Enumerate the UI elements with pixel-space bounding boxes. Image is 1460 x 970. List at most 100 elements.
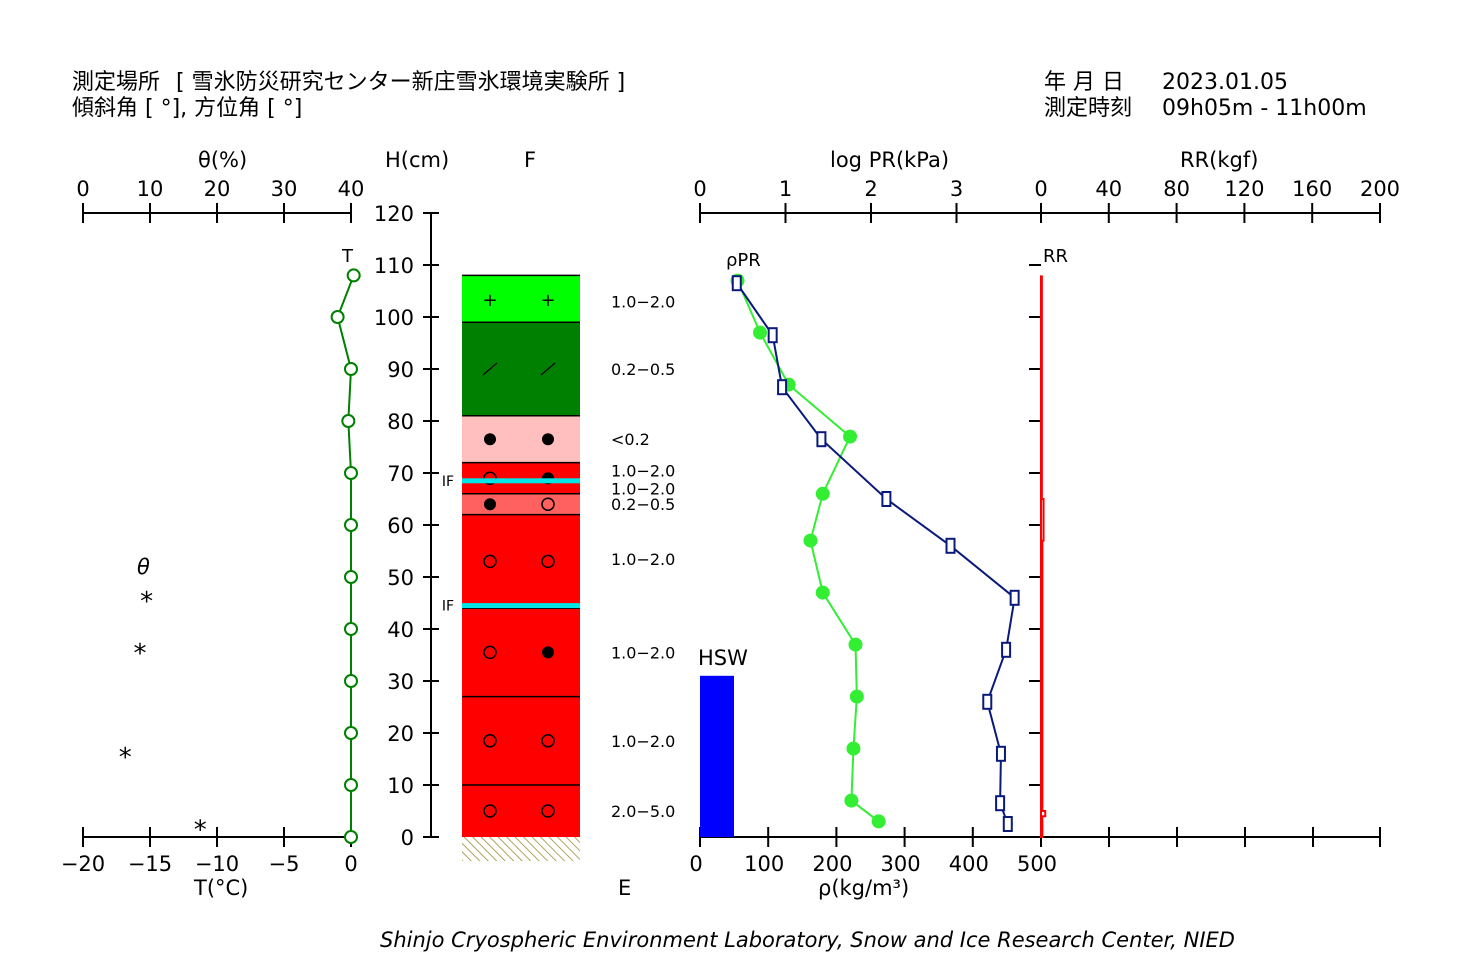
hardness-point [777, 379, 788, 396]
water-content-point: * [133, 639, 146, 669]
theta-tick-label: 10 [137, 177, 164, 201]
time-label: 測定時刻 [1044, 96, 1133, 121]
ice-film-label: IF [442, 599, 454, 615]
density-point [844, 793, 859, 808]
hardness-point [945, 537, 956, 554]
hardness-point [995, 745, 1006, 762]
grain-size-label: 1.0−2.0 [611, 643, 675, 662]
ground-hatch [462, 837, 580, 861]
density-point [815, 486, 830, 501]
temp-tick-label: −15 [128, 852, 172, 876]
ram-profile [1040, 275, 1047, 838]
height-tick-label: 90 [387, 358, 414, 382]
snow-layer [462, 608, 580, 697]
temp-tick-label: −20 [61, 852, 105, 876]
hsw-label: HSW [698, 646, 748, 670]
snow-layer [462, 322, 580, 416]
temp-tick-label: −10 [195, 852, 239, 876]
pr-tick-label: 3 [950, 177, 963, 201]
temperature-line [336, 275, 355, 837]
temperature-point [344, 778, 358, 792]
density-line [736, 280, 880, 823]
rr-tick-label: 160 [1292, 177, 1332, 201]
rr-tick-label: 40 [1095, 177, 1122, 201]
height-tick-label: 50 [387, 566, 414, 590]
temp-tick-label: −5 [269, 852, 300, 876]
ice-film-label: IF [442, 474, 454, 490]
temperature-point [344, 830, 358, 844]
rho-pr-marker-label: ρPR [726, 250, 761, 271]
grain-symbol [484, 498, 496, 511]
hardness-point [1001, 641, 1012, 658]
location-label: 測定場所 [72, 70, 161, 95]
theta-axis-title: θ(%) [198, 148, 248, 172]
water-content-point: * [119, 743, 132, 773]
pr-axis-title: log PR(kPa) [830, 148, 950, 172]
grain-symbol [541, 497, 555, 511]
footer-credit: Shinjo Cryospheric Environment Laborator… [380, 928, 1235, 952]
hardness-point [767, 327, 778, 344]
grain-symbol: + [540, 290, 555, 311]
density-point [871, 814, 886, 829]
f-label: F [524, 148, 537, 172]
density-point [848, 637, 863, 652]
grain-size-label: 1.0−2.0 [611, 480, 675, 499]
hardness-point [982, 693, 993, 710]
hardness-point [1002, 816, 1013, 832]
water-content-point: * [140, 587, 153, 617]
rho-axis-title: ρ(kg/m³) [818, 876, 910, 900]
rho-tick-label: 300 [881, 852, 921, 876]
height-axis-title: H(cm) [385, 148, 450, 172]
time-value: 09h05m - 11h00m [1162, 96, 1367, 121]
pr-tick-label: 0 [693, 177, 706, 201]
rr-marker-label: RR [1043, 246, 1069, 267]
temperature-point [344, 362, 358, 376]
temperature-point [344, 570, 358, 584]
hardness-point [816, 431, 827, 448]
rr-axis-title: RR(kgf) [1180, 148, 1259, 172]
density-point [815, 585, 830, 600]
theta-tick-label: 20 [204, 177, 231, 201]
hsw-bar [700, 675, 734, 837]
grain-symbol [483, 804, 497, 818]
grain-symbol [482, 362, 498, 376]
date-label: 年 月 日 [1044, 70, 1124, 95]
hardness-point [995, 795, 1006, 812]
e-label: E [618, 876, 632, 900]
theta-symbol: θ [137, 555, 150, 579]
snow-layer [462, 462, 580, 494]
grain-size-label: 0.2−0.5 [611, 360, 675, 379]
temperature-point [330, 310, 345, 324]
height-tick-label: 10 [387, 774, 414, 798]
grain-size-label: 2.0−5.0 [611, 802, 675, 821]
density-point [846, 741, 861, 756]
rho-tick-label: 200 [812, 852, 852, 876]
height-tick-label: 60 [387, 514, 414, 538]
rho-tick-label: 400 [949, 852, 989, 876]
ice-film [462, 478, 580, 484]
grain-size-label: 1.0−2.0 [611, 292, 675, 311]
rho-tick-label: 0 [689, 852, 702, 876]
rr-tick-label: 200 [1360, 177, 1400, 201]
grain-size-label: 1.0−2.0 [611, 461, 675, 480]
height-tick-label: 0 [401, 826, 414, 850]
grain-symbol [483, 471, 497, 485]
theta-tick-label: 30 [271, 177, 298, 201]
temperature-point [344, 674, 358, 688]
temperature-point [341, 414, 356, 428]
rr-tick-label: 80 [1163, 177, 1190, 201]
pr-tick-label: 1 [779, 177, 792, 201]
grain-symbol [541, 734, 555, 748]
hardness-line [735, 282, 1016, 825]
hardness-point [1009, 589, 1020, 606]
temperature-point [344, 622, 358, 636]
temp-tick-label: 0 [344, 852, 357, 876]
height-tick-label: 100 [374, 306, 414, 330]
grain-symbol [540, 362, 556, 376]
ice-film [462, 603, 580, 609]
grain-size-label: 1.0−2.0 [611, 550, 675, 569]
snow-layer [462, 514, 580, 609]
theta-tick-label: 0 [76, 177, 89, 201]
